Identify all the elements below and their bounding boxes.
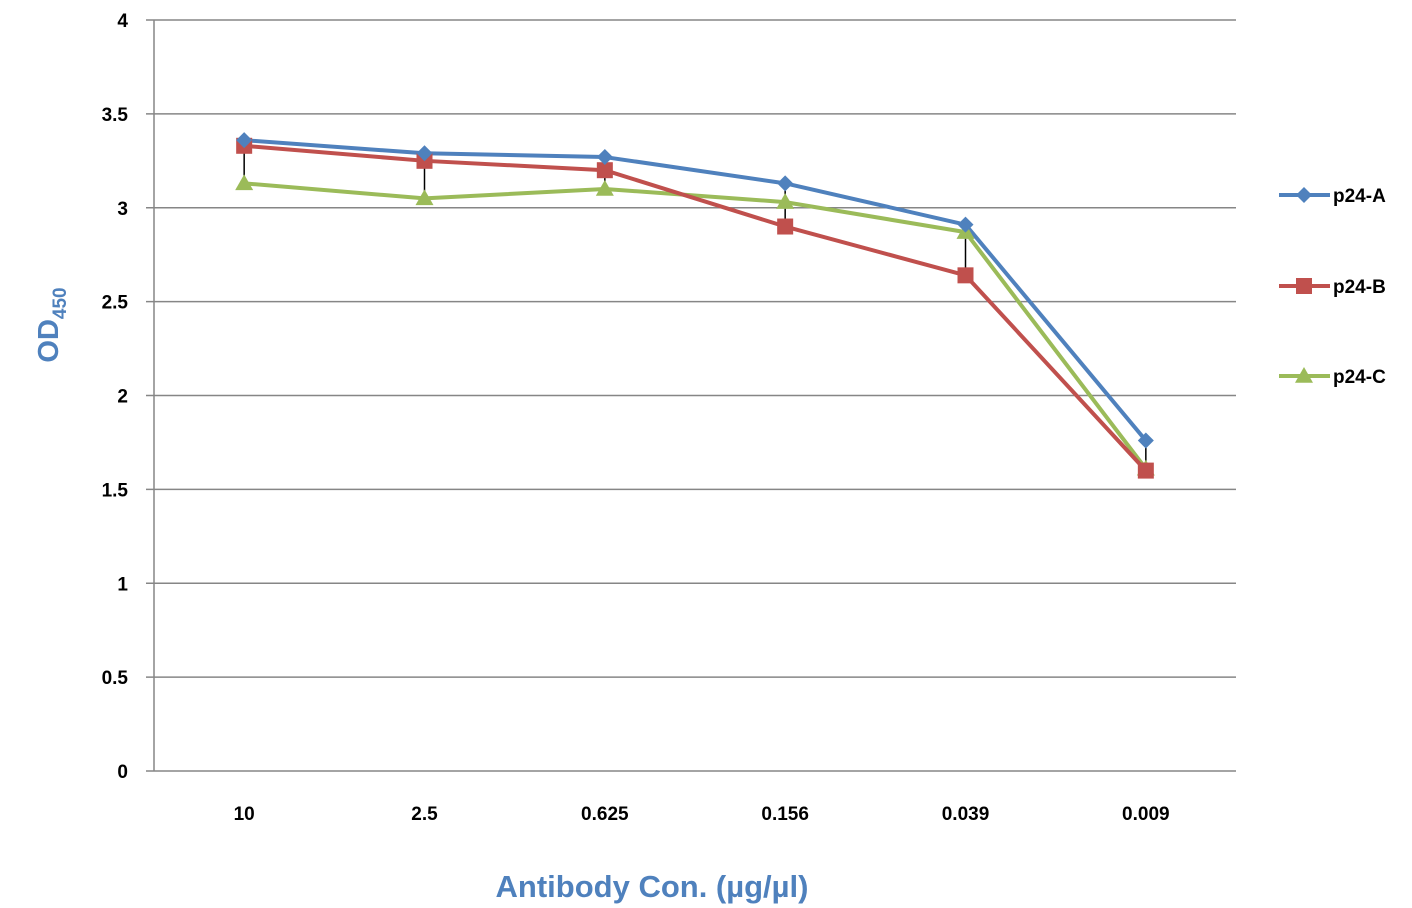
data-point-p24-C	[415, 189, 434, 206]
series-line-p24-B	[244, 143, 1148, 472]
data-point-p24-C	[776, 193, 795, 209]
y-tick-label: 1	[117, 574, 128, 595]
data-point-p24-A	[1137, 432, 1154, 449]
legend-marker-p24-B	[1296, 278, 1312, 294]
legend-marker-p24-A	[1296, 187, 1312, 203]
series-lines	[244, 138, 1148, 472]
y-tick-label: 3.5	[102, 105, 129, 126]
y-tick-label: 1.5	[102, 480, 129, 501]
data-point-p24-B	[957, 267, 974, 284]
gridlines	[146, 19, 1236, 772]
y-tick-label: 0	[117, 762, 128, 783]
x-tick-label: 0.156	[761, 804, 809, 825]
y-tick-label: 2.5	[102, 293, 129, 314]
legend-label: p24-C	[1333, 367, 1386, 388]
series-markers	[235, 132, 1155, 479]
error-bars	[243, 140, 1147, 471]
data-point-p24-C	[595, 179, 614, 196]
data-point-p24-B	[777, 218, 794, 235]
y-tick-label: 3	[117, 199, 128, 220]
legend-label: p24-B	[1333, 277, 1386, 298]
data-point-p24-C	[235, 174, 254, 191]
data-point-p24-A	[777, 175, 794, 192]
data-point-p24-A	[236, 132, 253, 149]
y-axis-title: OD450	[33, 287, 71, 362]
y-axis-title-subscript: 450	[50, 287, 71, 319]
x-tick-label: 0.009	[1122, 804, 1170, 825]
data-point-p24-A	[596, 149, 613, 166]
x-tick-labels: 10 2.5 0.625 0.156 0.039 0.009	[234, 804, 1170, 825]
y-tick-labels: 0 0.5 1 1.5 2 2.5 3 3.5 4	[102, 11, 129, 783]
y-tick-label: 0.5	[102, 668, 129, 689]
legend-marker-p24-C	[1295, 367, 1313, 383]
y-tick-label: 2	[117, 387, 128, 408]
data-point-p24-B	[596, 162, 613, 179]
series-line-p24-C	[244, 181, 1148, 470]
data-point-p24-B	[1137, 462, 1154, 479]
data-point-p24-A	[416, 145, 433, 162]
series-line-p24-A	[244, 138, 1148, 442]
y-tick-label: 4	[117, 11, 128, 32]
svg-text:OD450: OD450	[33, 287, 71, 362]
data-point-p24-A	[957, 216, 974, 233]
x-tick-label: 0.625	[581, 804, 629, 825]
legend-label: p24-A	[1333, 186, 1386, 207]
y-axis-title-main: OD	[33, 319, 65, 363]
x-axis-title: Antibody Con. (µg/µl)	[496, 869, 809, 904]
x-tick-label: 0.039	[942, 804, 990, 825]
x-tick-label: 2.5	[411, 804, 438, 825]
x-tick-label: 10	[234, 804, 255, 825]
legend: p24-A p24-B p24-C	[1279, 186, 1386, 388]
